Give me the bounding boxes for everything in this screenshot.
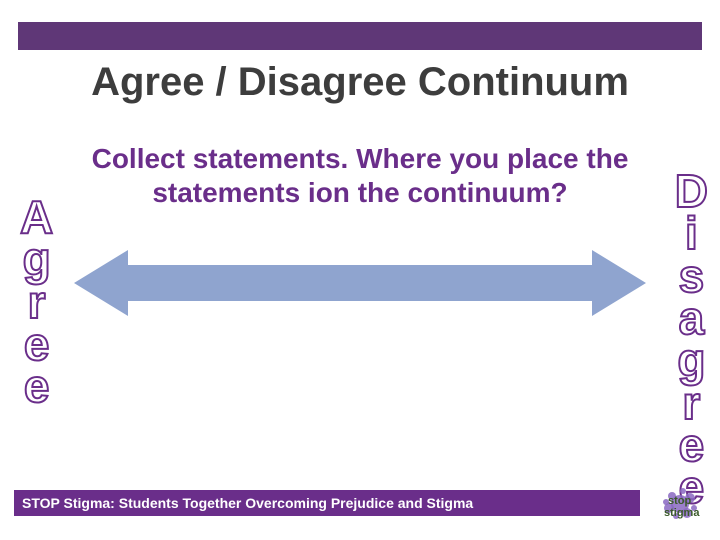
stop-stigma-logo: stop stigma: [650, 484, 706, 526]
continuum-arrow: [74, 250, 646, 316]
double-arrow-icon: [74, 250, 646, 316]
top-accent-bar: [18, 22, 702, 50]
svg-text:stop: stop: [668, 495, 692, 507]
logo-splat-icon: stop stigma: [650, 484, 706, 526]
slide-subtitle: Collect statements. Where you place the …: [40, 142, 680, 209]
footer-bar: STOP Stigma: Students Together Overcomin…: [14, 490, 640, 516]
continuum-right-label: Disagree: [675, 170, 708, 509]
footer-text: STOP Stigma: Students Together Overcomin…: [22, 495, 473, 511]
continuum-left-label: Agree: [20, 196, 53, 408]
slide: Agree / Disagree Continuum Collect state…: [0, 0, 720, 540]
svg-text:stigma: stigma: [664, 507, 700, 519]
slide-title: Agree / Disagree Continuum: [0, 60, 720, 105]
